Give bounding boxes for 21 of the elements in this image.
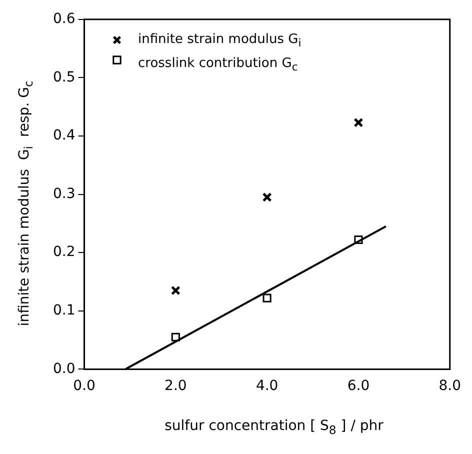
y-tick-label: 0.2 [53, 244, 76, 260]
y-tick-label: 0.4 [53, 128, 76, 144]
point [170, 286, 180, 296]
point [354, 235, 363, 244]
y-tick-label: 0.3 [53, 186, 76, 202]
y-tick-label: 0.6 [53, 11, 76, 28]
y-tick-label: 0.5 [53, 69, 76, 86]
legend-label: crosslink contribution G$_{c}$ [138, 54, 298, 76]
x-axis-title: sulfur concentration [ S$_{8}$ ] / phr [164, 418, 384, 437]
point [262, 192, 272, 202]
y-tick-label: 0.0 [53, 360, 76, 377]
point [171, 332, 180, 342]
point [354, 118, 364, 128]
legend-label: infinite strain modulus G$_{i}$ [138, 31, 302, 52]
x-tick-label: 2.0 [164, 378, 187, 394]
x-tick-label: 0.0 [73, 378, 96, 394]
x-tick-label: 6.0 [347, 378, 370, 394]
x-tick-label: 4.0 [256, 378, 278, 394]
y-tick-label: 0.1 [53, 302, 76, 319]
point [262, 294, 272, 302]
x-tick-label: 8.0 [438, 378, 461, 394]
